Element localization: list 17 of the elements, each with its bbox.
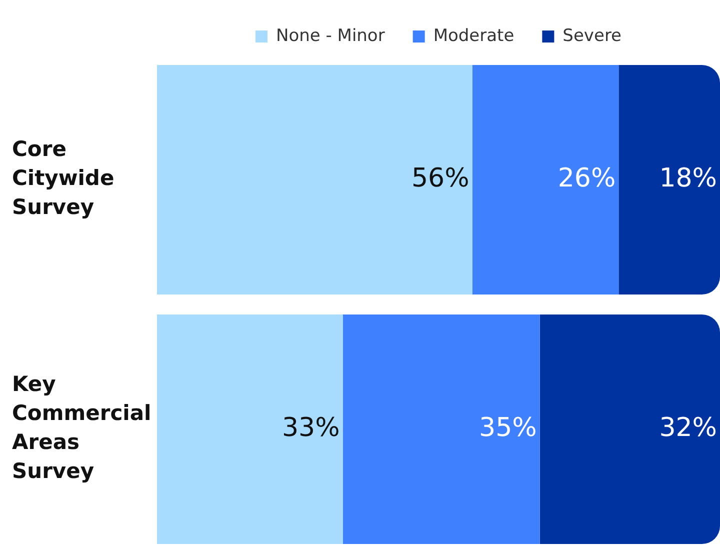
legend-label: Severe [562, 26, 622, 46]
data-label: 18% [659, 164, 717, 194]
bar [157, 64, 472, 295]
data-label: 56% [411, 164, 470, 194]
bar [618, 64, 720, 295]
bar [157, 314, 343, 544]
data-label: 33% [282, 413, 340, 443]
bar [342, 314, 540, 544]
data-label: 35% [479, 413, 537, 443]
bar [540, 314, 720, 544]
data-label: 32% [659, 413, 717, 443]
bar [472, 64, 619, 295]
y-tick-label: Core Citywide Survey [12, 137, 114, 220]
y-tick-label: Key Commercial Areas Survey [12, 372, 152, 484]
legend-label: None - Minor [276, 26, 385, 46]
legend-label: Moderate [433, 26, 514, 46]
data-label: 26% [558, 164, 616, 194]
